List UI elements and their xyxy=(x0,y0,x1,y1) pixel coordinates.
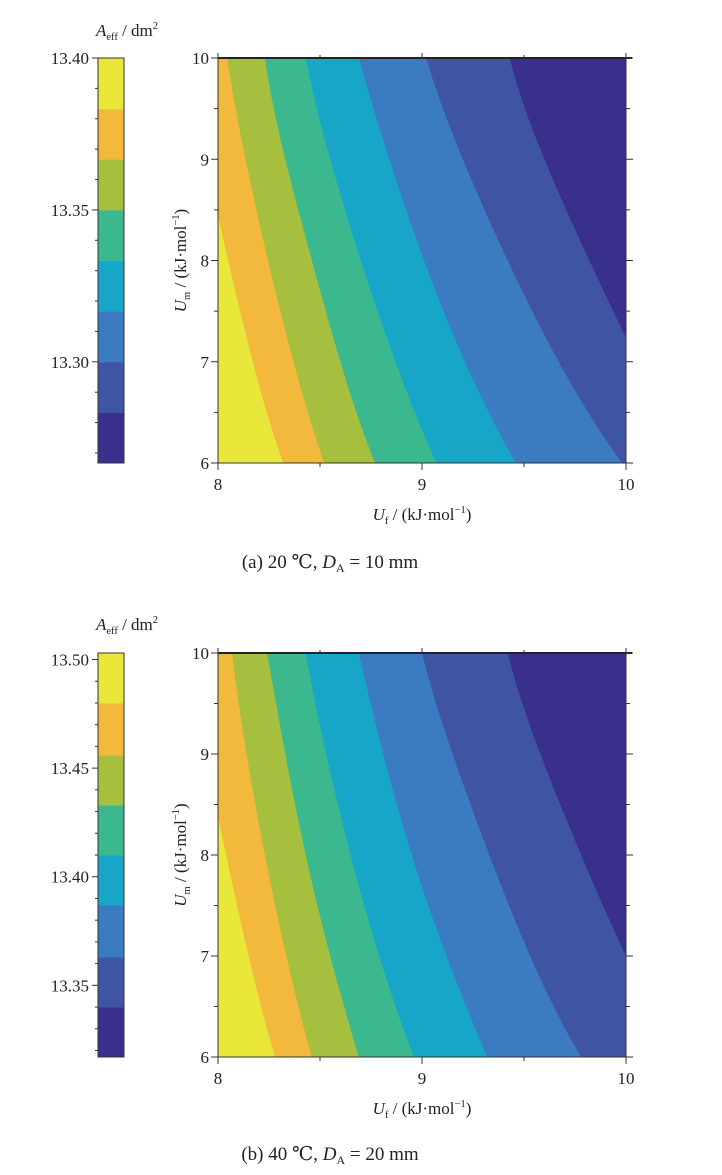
label-unit: / (kJ·mol xyxy=(171,225,190,291)
label-superscript: −1 xyxy=(455,505,466,516)
label-symbol: U xyxy=(373,1099,387,1118)
y-tick-label: 10 xyxy=(192,644,209,663)
contour-panel-b: 13.50 13.45 13.40 13.35 Aeff / dm2 8 9 10 6 7 8 9 10… xyxy=(51,615,635,1167)
label-subscript: m xyxy=(182,885,193,894)
label-subscript: eff xyxy=(106,32,118,43)
y-tick-label: 7 xyxy=(201,353,210,372)
y-tick-label: 9 xyxy=(201,150,210,169)
caption-subscript: A xyxy=(336,1153,345,1167)
x-tick-label: 8 xyxy=(214,475,223,494)
x-tick-label: 9 xyxy=(418,475,427,494)
y-tick-label: 10 xyxy=(192,49,209,68)
label-symbol: A xyxy=(95,21,107,40)
contour-band xyxy=(218,215,284,463)
y-tick-label: 6 xyxy=(201,454,210,473)
panel-caption: (b) 40 ℃, DA = 20 mm xyxy=(241,1144,419,1167)
label-unit: / (kJ·mol xyxy=(388,505,454,524)
y-axis-title: Um / (kJ·mol−1) xyxy=(171,209,193,312)
y-axis-title: Um / (kJ·mol−1) xyxy=(171,803,193,906)
colorbar-band xyxy=(98,412,124,464)
colorbar-title: Aeff / dm2 xyxy=(95,615,158,637)
colorbar-band xyxy=(98,957,124,1008)
colorbar-band xyxy=(98,311,124,363)
label-close: ) xyxy=(171,209,190,215)
colorbar-band xyxy=(98,653,124,704)
colorbar-band xyxy=(98,755,124,806)
label-symbol: U xyxy=(171,298,190,312)
x-tick-label: 10 xyxy=(618,475,635,494)
colorbar-band xyxy=(98,209,124,262)
colorbar-band xyxy=(98,1007,124,1058)
contour-bands xyxy=(218,653,626,1057)
label-unit: / (kJ·mol xyxy=(171,820,190,886)
y-tick-label: 6 xyxy=(201,1048,210,1067)
colorbar: 13.40 13.35 13.30 Aeff / dm2 xyxy=(51,21,158,464)
x-axis-title: Uf / (kJ·mol−1) xyxy=(373,505,472,527)
colorbar-tick-label: 13.35 xyxy=(51,976,89,995)
colorbar-band xyxy=(98,702,124,756)
label-subscript: f xyxy=(385,1110,389,1121)
label-unit: / (kJ·mol xyxy=(388,1099,454,1118)
colorbar-band xyxy=(98,108,124,160)
label-close: ) xyxy=(171,803,190,809)
colorbar-tick-label: 13.35 xyxy=(51,201,89,220)
label-superscript: −1 xyxy=(171,809,182,820)
caption-symbol: D xyxy=(322,1144,337,1165)
colorbar-tick-label: 13.40 xyxy=(51,49,89,68)
label-superscript: −1 xyxy=(455,1099,466,1110)
caption-suffix: = 10 mm xyxy=(345,552,419,573)
colorbar-tick-label: 13.40 xyxy=(51,868,89,887)
contour-bands xyxy=(218,58,626,463)
colorbar-band xyxy=(98,361,124,414)
y-tick-label: 8 xyxy=(201,846,210,865)
colorbar-band xyxy=(98,855,124,906)
colorbar-tick-label: 13.50 xyxy=(51,651,89,670)
label-subscript: eff xyxy=(106,626,118,637)
caption-symbol: D xyxy=(321,552,336,573)
label-superscript: −1 xyxy=(171,214,182,225)
label-symbol: A xyxy=(95,615,107,634)
label-close: ) xyxy=(466,1099,472,1118)
colorbar-frame xyxy=(97,57,125,464)
colorbar-tick-label: 13.45 xyxy=(51,759,89,778)
colorbar-band xyxy=(98,58,124,110)
colorbar-band xyxy=(98,159,124,211)
label-superscript: 2 xyxy=(153,615,158,626)
x-axis-title: Uf / (kJ·mol−1) xyxy=(373,1099,472,1121)
caption-subscript: A xyxy=(336,561,345,575)
label-unit: / dm xyxy=(118,615,153,634)
label-subscript: m xyxy=(182,291,193,300)
y-tick-label: 9 xyxy=(201,745,210,764)
contour-band xyxy=(218,815,276,1057)
caption-prefix: (a) 20 ℃, xyxy=(242,552,322,573)
label-symbol: U xyxy=(171,893,190,907)
panel-caption: (a) 20 ℃, DA = 10 mm xyxy=(242,552,418,575)
colorbar-band xyxy=(98,260,124,312)
x-tick-label: 9 xyxy=(418,1069,427,1088)
label-unit: / dm xyxy=(118,21,153,40)
label-close: ) xyxy=(466,505,472,524)
label-symbol: U xyxy=(373,505,387,524)
y-tick-label: 7 xyxy=(201,947,210,966)
caption-suffix: = 20 mm xyxy=(345,1144,419,1165)
label-superscript: 2 xyxy=(153,21,158,32)
colorbar-title: Aeff / dm2 xyxy=(95,21,158,43)
x-tick-label: 10 xyxy=(618,1069,635,1088)
colorbar-tick-label: 13.30 xyxy=(51,353,89,372)
y-tick-label: 8 xyxy=(201,252,210,271)
colorbar: 13.50 13.45 13.40 13.35 Aeff / dm2 xyxy=(51,615,158,1058)
x-tick-label: 8 xyxy=(214,1069,223,1088)
caption-prefix: (b) 40 ℃, xyxy=(241,1144,322,1165)
colorbar-band xyxy=(98,805,124,856)
label-subscript: f xyxy=(385,516,389,527)
contour-panel-a: 13.40 13.35 13.30 Aeff / dm2 8 9 10 6 7 8 9 10 Uf / … xyxy=(51,21,635,575)
colorbar-band xyxy=(98,904,124,958)
